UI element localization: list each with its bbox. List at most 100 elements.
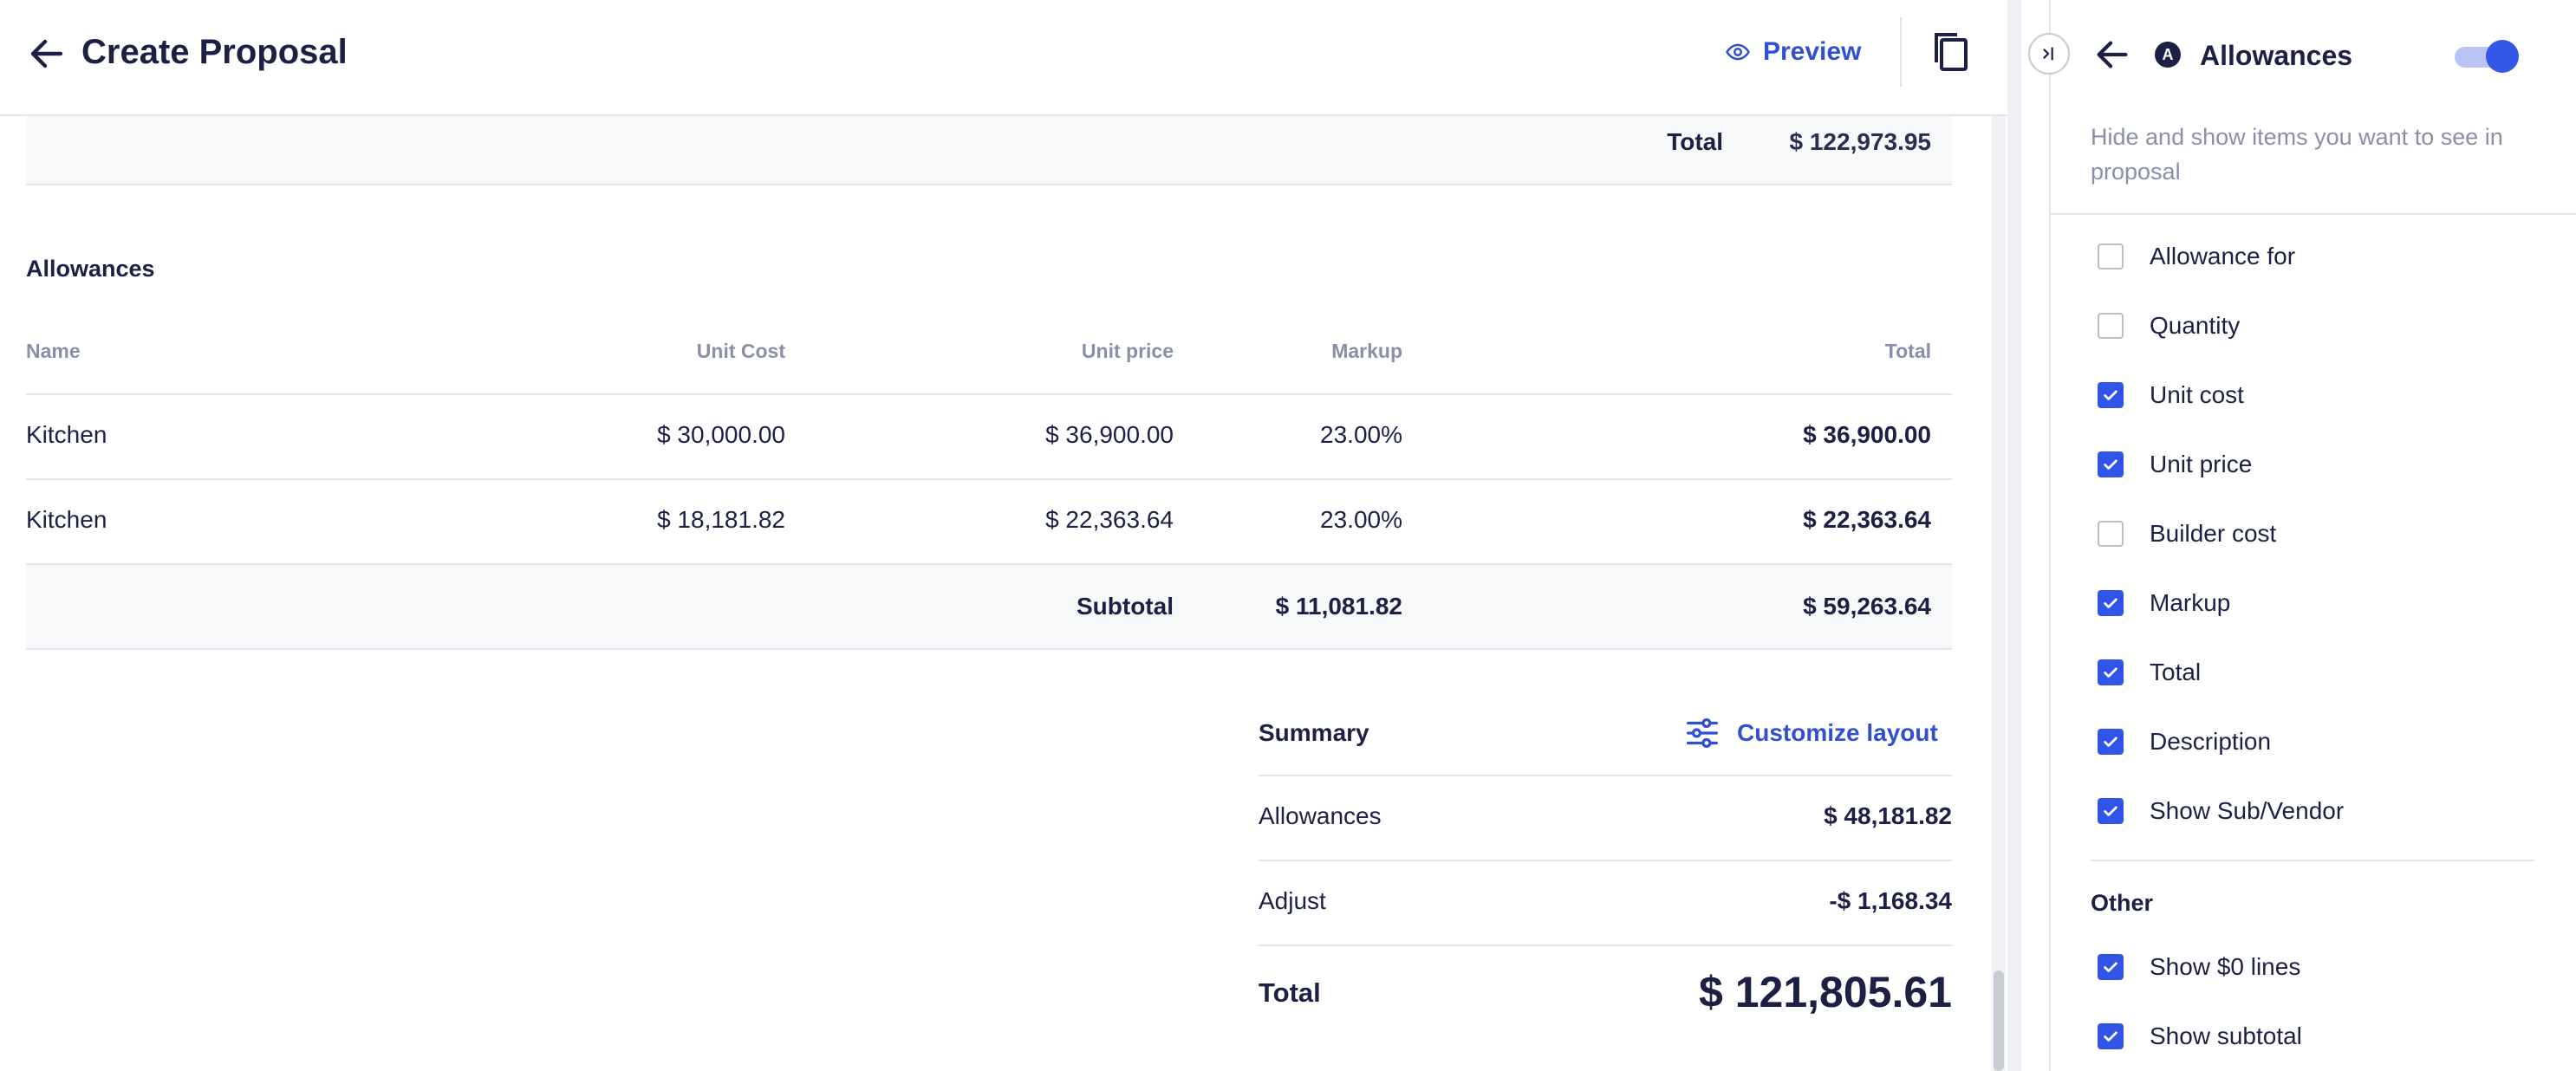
row-name: Kitchen (26, 421, 107, 448)
panel-back-arrow-icon[interactable] (2092, 35, 2132, 75)
row-unit-cost: $ 18,181.82 (657, 506, 785, 533)
row-total: $ 36,900.00 (1803, 421, 1931, 448)
check-icon (2104, 806, 2117, 816)
table-row[interactable]: Kitchen $ 30,000.00 $ 36,900.00 23.00% $… (26, 395, 1952, 478)
toggle-knob (2486, 40, 2519, 73)
checkbox-row-description[interactable]: Description (2098, 723, 2271, 761)
header-divider (1900, 17, 1902, 87)
checkbox-row-quantity[interactable]: Quantity (2098, 307, 2240, 345)
other-section-title: Other (2091, 890, 2154, 916)
checkbox-label: Show Sub/Vendor (2150, 797, 2345, 824)
column-header-unit-cost: Unit Cost (696, 340, 785, 362)
subtotal-label: Subtotal (1077, 593, 1174, 620)
table-header-divider (26, 393, 1952, 395)
check-icon (2104, 737, 2117, 747)
checkbox-row-total[interactable]: Total (2098, 653, 2201, 691)
summary-total-value: $ 121,805.61 (1699, 968, 1952, 1016)
checkbox-checked[interactable] (2098, 382, 2124, 408)
eye-icon (1726, 43, 1750, 61)
scrollbar-track[interactable] (1992, 116, 2006, 1071)
summary-title: Summary (1259, 719, 1369, 746)
summary-adjust-value: -$ 1,168.34 (1829, 887, 1952, 914)
checkbox-label: Show subtotal (2150, 1022, 2302, 1049)
items-total-label: Total (1667, 128, 1723, 155)
checkbox-checked[interactable] (2098, 954, 2124, 980)
customize-panel (2049, 0, 2576, 1071)
summary-total-label: Total (1259, 977, 1321, 1008)
column-header-total: Total (1884, 340, 1931, 362)
check-icon (2104, 598, 2117, 608)
checkbox-row-markup[interactable]: Markup (2098, 584, 2230, 622)
checkbox-checked[interactable] (2098, 451, 2124, 477)
checkbox-row-unit-price[interactable]: Unit price (2098, 445, 2252, 484)
checkbox-label: Total (2150, 659, 2202, 685)
customize-layout-button[interactable]: Customize layout (1685, 711, 1938, 756)
row-unit-price: $ 22,363.64 (1045, 506, 1174, 533)
panel-divider (2049, 213, 2576, 215)
panel-title: Allowances (2200, 40, 2353, 71)
row-total: $ 22,363.64 (1803, 506, 1931, 533)
check-icon (2104, 390, 2117, 400)
checkbox-unchecked[interactable] (2098, 521, 2124, 547)
items-total-row (26, 116, 1952, 185)
checkbox-checked[interactable] (2098, 659, 2124, 685)
summary-adjust-label: Adjust (1259, 887, 1326, 914)
checkbox-row-allowance-for[interactable]: Allowance for (2098, 237, 2295, 276)
summary-divider (1259, 775, 1952, 776)
summary-divider (1259, 860, 1952, 861)
panel-description: Hide and show items you want to see in p… (2091, 124, 2503, 185)
row-unit-price: $ 36,900.00 (1045, 421, 1174, 448)
checkbox-row-show-sub-vendor[interactable]: Show Sub/Vendor (2098, 792, 2344, 830)
checkbox-label: Show $0 lines (2150, 953, 2301, 980)
row-divider (26, 563, 1952, 565)
checkbox-checked[interactable] (2098, 1023, 2124, 1049)
checkbox-checked[interactable] (2098, 729, 2124, 755)
checkbox-label: Allowance for (2150, 243, 2296, 269)
checkbox-label: Unit cost (2150, 381, 2244, 408)
panel-divider (2091, 860, 2534, 861)
collapse-panel-button[interactable] (2028, 33, 2070, 75)
preview-button[interactable]: Preview (1725, 29, 1861, 75)
collapse-right-icon (2043, 47, 2053, 61)
table-row[interactable]: Kitchen $ 18,181.82 $ 22,363.64 23.00% $… (26, 480, 1952, 563)
check-icon (2104, 459, 2117, 470)
section-visibility-toggle[interactable] (2455, 40, 2519, 73)
row-markup: 23.00% (1320, 421, 1402, 448)
allowances-badge-icon: A (2155, 42, 2181, 68)
preview-label: Preview (1763, 37, 1862, 66)
check-icon (2104, 667, 2117, 678)
column-header-markup: Markup (1331, 340, 1402, 362)
summary-divider (1259, 944, 1952, 946)
checkbox-unchecked[interactable] (2098, 243, 2124, 269)
summary-allowances-value: $ 48,181.82 (1824, 802, 1952, 829)
subtotal-total: $ 59,263.64 (1803, 593, 1931, 620)
checkbox-label: Markup (2150, 589, 2231, 616)
customize-layout-label: Customize layout (1737, 719, 1938, 746)
subtotal-row (26, 565, 1952, 650)
checkbox-row-show-0-lines[interactable]: Show $0 lines (2098, 948, 2300, 986)
scrollbar-thumb[interactable] (1994, 970, 2004, 1071)
checkbox-row-unit-cost[interactable]: Unit cost (2098, 376, 2244, 414)
row-unit-cost: $ 30,000.00 (657, 421, 785, 448)
back-arrow-icon[interactable] (26, 33, 68, 75)
checkbox-label: Builder cost (2150, 520, 2277, 547)
allowances-section-title: Allowances (26, 256, 155, 282)
checkbox-checked[interactable] (2098, 590, 2124, 616)
row-name: Kitchen (26, 506, 107, 533)
checkbox-checked[interactable] (2098, 798, 2124, 824)
checkbox-label: Quantity (2150, 312, 2241, 339)
copy-icon[interactable] (1929, 29, 1971, 75)
panel-gutter (2007, 0, 2021, 1071)
checkbox-row-builder-cost[interactable]: Builder cost (2098, 515, 2276, 553)
summary-allowances-label: Allowances (1259, 802, 1382, 829)
subtotal-markup: $ 11,081.82 (1275, 593, 1402, 620)
checkbox-row-show-subtotal[interactable]: Show subtotal (2098, 1017, 2302, 1055)
checkbox-label: Unit price (2150, 451, 2253, 477)
items-total-value: $ 122,973.95 (1789, 128, 1932, 155)
page-title: Create Proposal (81, 33, 348, 71)
check-icon (2104, 962, 2117, 972)
checkbox-unchecked[interactable] (2098, 313, 2124, 339)
row-markup: 23.00% (1320, 506, 1402, 533)
column-header-name: Name (26, 340, 81, 362)
row-divider (26, 478, 1952, 480)
